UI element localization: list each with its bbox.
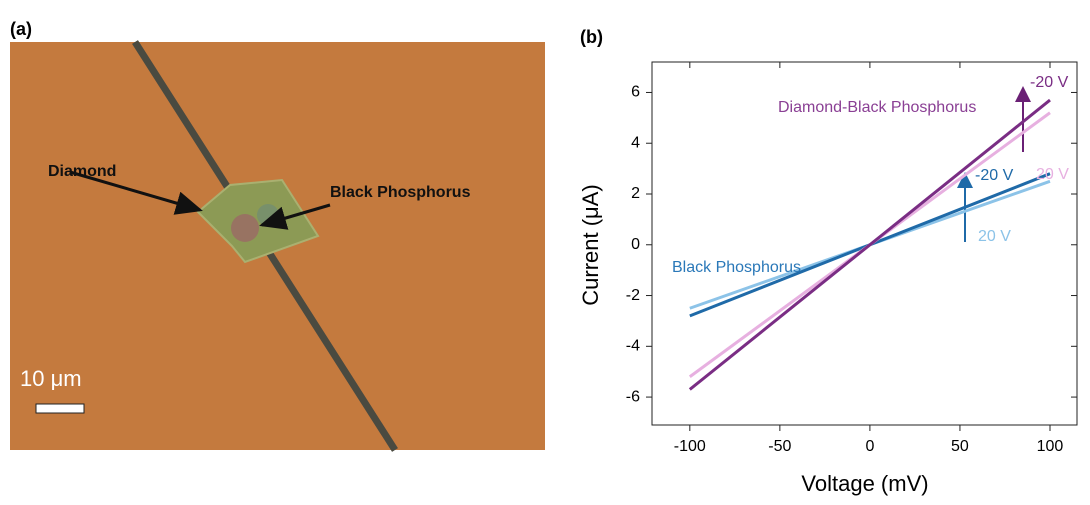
arrow (259, 203, 331, 230)
y-tick-label: -2 (626, 287, 640, 304)
group-label: Diamond-Black Phosphorus (778, 99, 976, 116)
x-tick-label: 100 (1037, 438, 1064, 455)
series-label: 20 V (978, 228, 1011, 245)
y-tick-label: 2 (631, 185, 640, 202)
panel-label: (a) (10, 19, 32, 39)
x-tick-label: 50 (951, 438, 969, 455)
plot-frame (651, 61, 1078, 426)
series-label: -20 V (1030, 74, 1069, 91)
x-tick-label: 0 (865, 438, 874, 455)
series-label: -20 V (975, 167, 1014, 184)
y-tick-label: 0 (631, 236, 640, 253)
scale-bar (35, 403, 85, 414)
panel-label: (b) (580, 27, 603, 47)
x-tick-label: -50 (768, 438, 791, 455)
y-axis-label: Current (μA) (578, 184, 603, 305)
y-tick-label: -4 (626, 338, 640, 355)
x-tick-label: -100 (674, 438, 706, 455)
flake-spot (231, 214, 259, 242)
series-line (688, 98, 1051, 391)
annotation: Diamond (48, 163, 116, 180)
annotation: Black Phosphorus (330, 184, 471, 201)
scale-bar-label: 10 μm (20, 366, 82, 391)
y-tick-label: 4 (631, 134, 640, 151)
y-tick-label: 6 (631, 84, 640, 101)
micrograph: Diamond Black Phosphorus 10 μm (10, 40, 545, 452)
series-label: 20 V (1036, 166, 1069, 183)
flake (196, 178, 320, 264)
y-tick-label: -6 (626, 388, 640, 405)
x-axis-label: Voltage (mV) (801, 471, 928, 496)
arrow (69, 170, 203, 215)
group-label: Black Phosphorus (672, 259, 801, 276)
